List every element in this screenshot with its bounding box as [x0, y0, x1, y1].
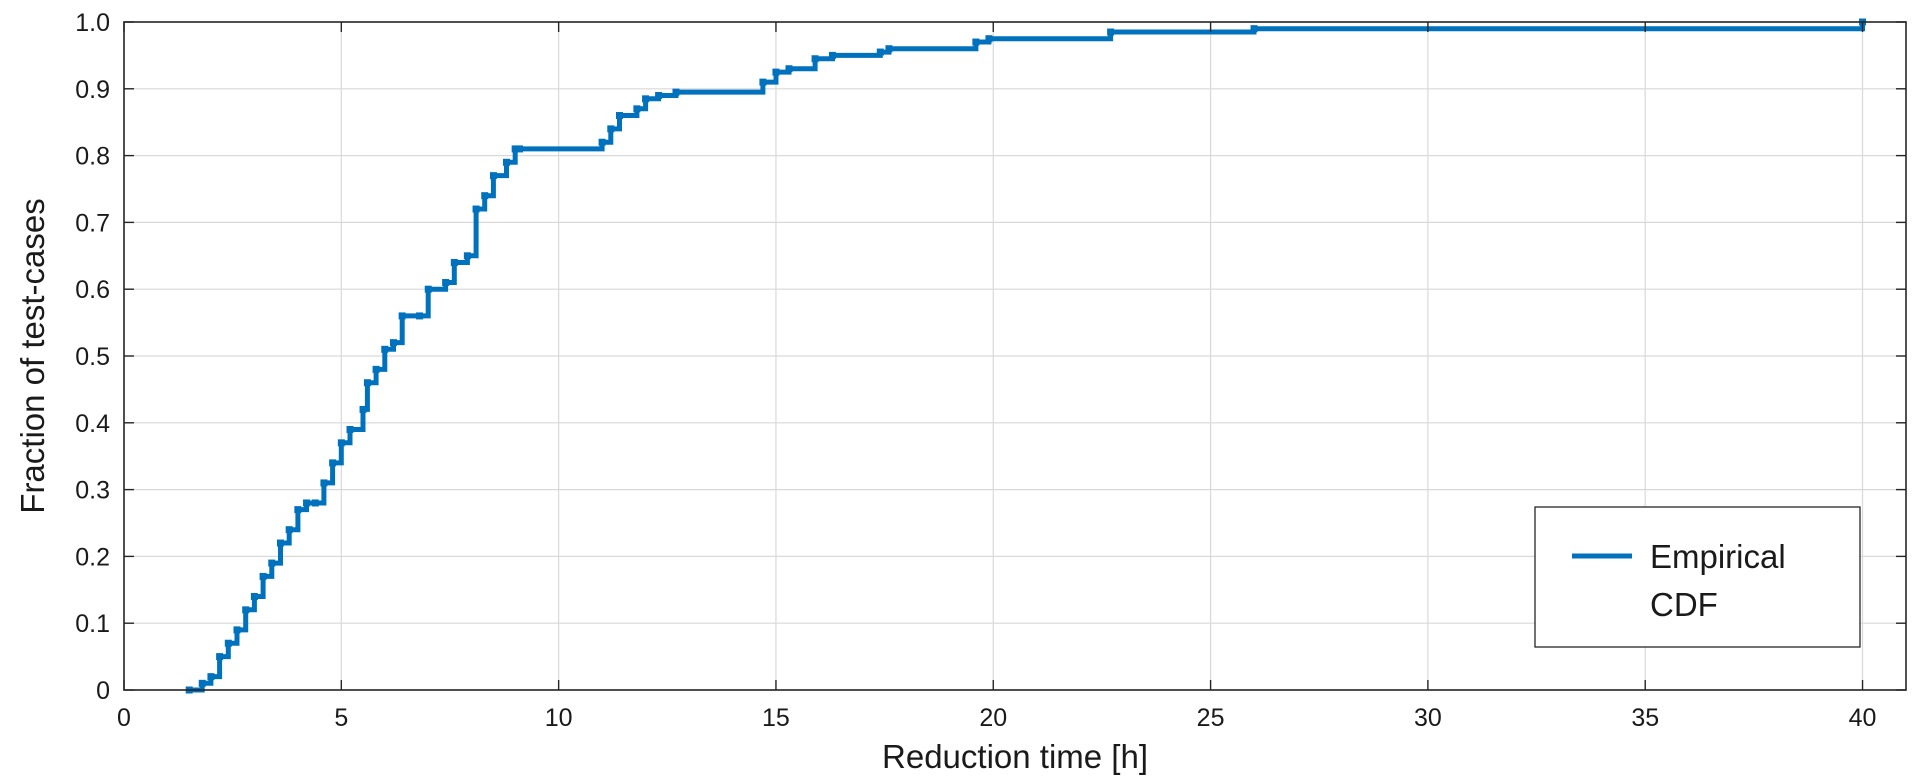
- data-point: [828, 51, 836, 59]
- legend-box: [1534, 506, 1861, 648]
- x-tick-label: 15: [762, 704, 790, 732]
- data-point: [516, 145, 524, 153]
- data-point: [463, 252, 471, 260]
- data-point: [598, 138, 606, 146]
- data-point: [502, 158, 510, 166]
- x-tick-label: 25: [1197, 704, 1225, 732]
- data-point: [320, 479, 328, 487]
- x-axis-title: Reduction time [h]: [882, 738, 1148, 775]
- data-point: [311, 499, 319, 507]
- legend-label: CDF: [1650, 586, 1718, 623]
- data-point: [389, 339, 397, 347]
- data-point: [259, 572, 267, 580]
- data-point: [481, 192, 489, 200]
- data-point: [885, 45, 893, 53]
- ticks: 0 5 10 15 20 25 30 35 40 0 0.1 0.2 0.3 0.4 0.5 0.6 0.7 0.…: [75, 9, 1906, 732]
- data-point: [398, 312, 406, 320]
- x-tick-label: 5: [334, 704, 348, 732]
- x-tick-label: 10: [545, 704, 573, 732]
- y-tick-label: 0.6: [75, 276, 110, 304]
- data-point: [511, 145, 519, 153]
- data-point: [672, 88, 680, 96]
- data-point: [276, 539, 284, 547]
- data-point: [876, 48, 884, 56]
- data-point: [303, 499, 311, 507]
- data-point: [346, 425, 354, 433]
- y-tick-label: 0: [96, 677, 110, 705]
- data-point: [294, 506, 302, 514]
- data-point: [759, 78, 767, 86]
- data-point: [381, 345, 389, 353]
- y-tick-label: 0.8: [75, 143, 110, 171]
- y-tick-label: 1.0: [75, 9, 110, 37]
- data-point: [216, 653, 224, 661]
- x-tick-label: 0: [117, 704, 131, 732]
- data-point: [642, 95, 650, 103]
- data-point: [337, 439, 345, 447]
- y-tick-label: 0.3: [75, 477, 110, 505]
- data-point: [207, 673, 215, 681]
- data-point: [329, 459, 337, 467]
- data-point: [607, 125, 615, 133]
- y-tick-label: 0.2: [75, 543, 110, 571]
- y-axis-title: Fraction of test-cases: [14, 198, 51, 513]
- data-point: [1107, 28, 1115, 36]
- data-point: [772, 68, 780, 76]
- x-tick-label: 30: [1414, 704, 1442, 732]
- y-tick-label: 0.9: [75, 76, 110, 104]
- data-point: [985, 35, 993, 43]
- data-point: [972, 38, 980, 46]
- series-line: [189, 22, 1865, 693]
- data-point: [615, 112, 623, 120]
- data-point: [285, 526, 293, 534]
- data-point: [224, 639, 232, 647]
- data-point: [233, 626, 241, 634]
- data-point: [242, 606, 250, 614]
- x-tick-label: 20: [979, 704, 1007, 732]
- data-point: [811, 55, 819, 63]
- x-tick-label: 40: [1849, 704, 1877, 732]
- data-point: [198, 679, 206, 687]
- grid: [123, 21, 1906, 691]
- y-tick-label: 0.7: [75, 209, 110, 237]
- data-point: [359, 405, 367, 413]
- data-point: [363, 379, 371, 387]
- y-tick-label: 0.5: [75, 343, 110, 371]
- data-point: [424, 285, 432, 293]
- data-point: [785, 65, 793, 73]
- data-point: [250, 592, 258, 600]
- data-point: [416, 312, 424, 320]
- data-point: [489, 172, 497, 180]
- y-tick-label: 0.1: [75, 610, 110, 638]
- legend: Empirical CDF: [1534, 506, 1861, 648]
- data-point: [372, 365, 380, 373]
- data-point: [450, 258, 458, 266]
- y-tick-label: 0.4: [75, 410, 110, 438]
- data-point: [655, 91, 663, 99]
- data-point: [1250, 25, 1258, 33]
- data-point: [442, 279, 450, 287]
- legend-label: Empirical: [1650, 538, 1786, 575]
- data-point: [472, 205, 480, 213]
- data-point: [268, 559, 276, 567]
- x-tick-label: 35: [1631, 704, 1659, 732]
- series-layer: [185, 18, 1867, 694]
- data-point: [633, 105, 641, 113]
